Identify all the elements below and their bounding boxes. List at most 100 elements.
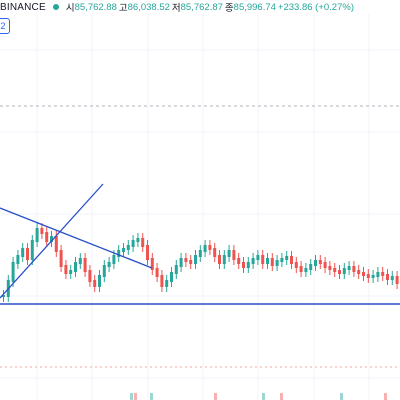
candle-body (362, 272, 365, 276)
candle-body (165, 280, 169, 287)
change-value: +233.86 (+0.27%) (277, 1, 354, 13)
candle-body (266, 258, 269, 264)
candle-body (280, 258, 284, 262)
candle-body (59, 250, 63, 267)
candle-body (323, 262, 327, 268)
candle-body (98, 275, 101, 287)
candle-body (16, 255, 20, 264)
candle-body (275, 260, 279, 266)
candle-body (246, 262, 250, 268)
candle-body (189, 260, 193, 264)
candle-body (333, 268, 337, 272)
candle-body (309, 264, 313, 270)
candle-body (218, 255, 221, 264)
candle-body (160, 275, 164, 287)
volume-bar (384, 393, 387, 400)
candle-body (50, 236, 53, 242)
candle-body (146, 245, 149, 260)
low-value: 85,762.87 (180, 1, 223, 13)
candle-body (117, 250, 121, 257)
candle-body (136, 238, 140, 242)
chart-grid (0, 14, 400, 400)
candle-body (112, 255, 116, 264)
candle-body (299, 266, 303, 272)
candle-body (40, 228, 44, 234)
candle-body (11, 262, 15, 282)
candle-body (242, 262, 245, 268)
candle-body (314, 260, 317, 266)
candle-body (184, 258, 188, 262)
candle-body (93, 280, 97, 287)
candle-body (342, 268, 346, 274)
candle-body (107, 262, 111, 267)
candle-body (170, 272, 173, 282)
candle-body (21, 248, 25, 257)
candle-body (30, 240, 34, 260)
candle-body (198, 250, 202, 257)
candle-body (386, 274, 389, 280)
candle-body (338, 270, 341, 274)
candle-body (179, 258, 183, 267)
candle-body (45, 232, 49, 242)
candle-body (54, 236, 58, 252)
open-label: 시 (65, 3, 75, 14)
candle-body (290, 256, 293, 264)
low-label: 저 (171, 3, 181, 14)
candle-body (390, 276, 394, 280)
candle-body (270, 258, 274, 266)
candle-body (35, 228, 39, 242)
close-label: 종 (224, 3, 234, 14)
candle-body (357, 270, 361, 274)
candle-body (131, 240, 135, 247)
close-value: 85,996.74 (233, 1, 276, 13)
trendline-falling[interactable] (0, 207, 153, 269)
candle-body (194, 255, 197, 264)
volume-bar (150, 393, 153, 400)
candle-body (78, 258, 82, 264)
candle-body (371, 275, 375, 278)
candle-body (285, 256, 289, 260)
symbol-legend[interactable]: BINANCE 시 85,762.88 고 86,038.52 저 85,762… (0, 0, 356, 15)
volume-bar (280, 393, 283, 400)
candle-body (69, 270, 73, 274)
indicator-count-badge[interactable]: 2 (0, 18, 10, 34)
candle-body (208, 245, 212, 250)
candle-body (395, 276, 399, 284)
candle-body (26, 248, 29, 260)
volume-series (130, 393, 387, 400)
candle-body (155, 268, 159, 277)
trendline-rising[interactable] (0, 183, 104, 299)
candle-body (304, 268, 308, 272)
candle-body (381, 272, 385, 276)
volume-bar (262, 393, 265, 400)
candle-body (347, 266, 351, 270)
candle-body (222, 255, 226, 264)
candle-body (232, 250, 236, 260)
candle-body (294, 262, 298, 268)
candle-body (64, 265, 68, 274)
candle-body (122, 248, 125, 252)
volume-bar (134, 393, 137, 400)
candle-body (83, 258, 87, 272)
status-dot-icon (52, 4, 59, 10)
volume-bar (130, 393, 133, 400)
candle-body (352, 266, 356, 272)
volume-bar (214, 393, 217, 400)
candle-body (256, 255, 260, 260)
volume-bar (340, 393, 343, 400)
candle-body (251, 258, 255, 264)
candle-body (203, 245, 207, 252)
candle-body (261, 255, 265, 264)
candle-body (318, 260, 322, 264)
candle-body (126, 245, 130, 250)
candle-body (102, 265, 106, 277)
candle-body (174, 265, 178, 274)
open-value: 85,762.88 (74, 1, 117, 13)
exchange-name: BINANCE (0, 1, 46, 13)
candle-body (2, 295, 5, 297)
candle-body (227, 250, 231, 257)
high-value: 86,038.52 (127, 1, 170, 13)
candlestick-series (2, 223, 399, 302)
candle-body (141, 238, 145, 247)
